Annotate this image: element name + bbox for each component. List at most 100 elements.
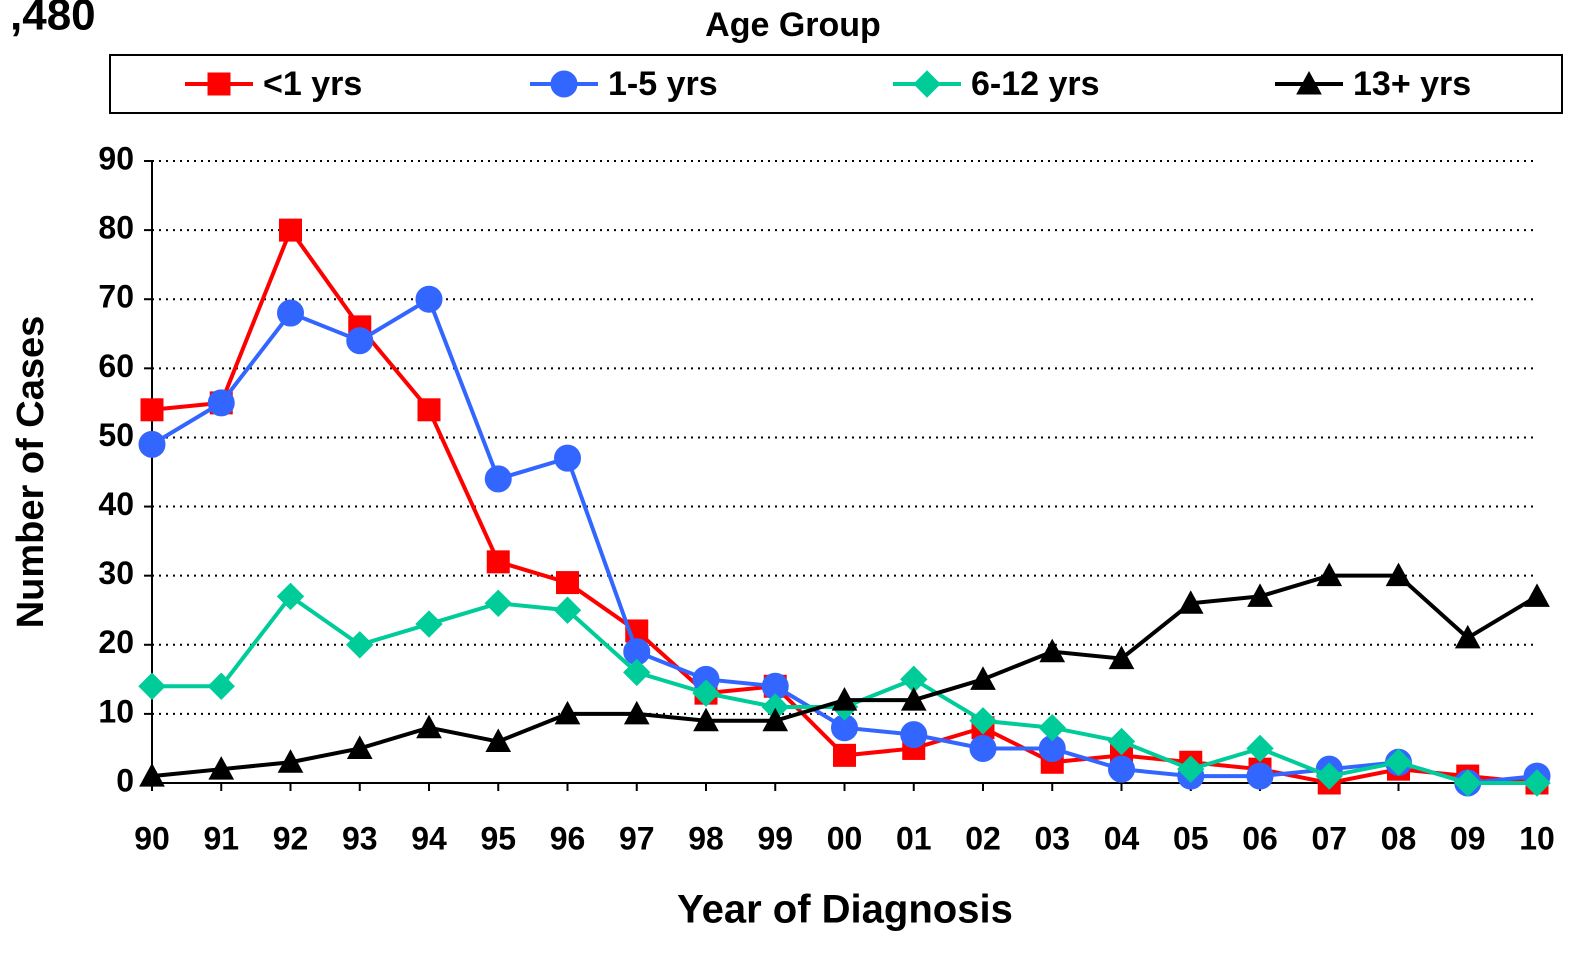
- marker: [207, 389, 235, 417]
- x-tick-label: 08: [1381, 820, 1417, 856]
- marker: [208, 756, 235, 780]
- x-tick-label: 06: [1242, 820, 1278, 856]
- marker: [485, 728, 512, 753]
- marker: [692, 679, 720, 707]
- marker: [1454, 769, 1482, 797]
- y-tick-label: 70: [98, 279, 134, 315]
- marker: [207, 72, 231, 96]
- y-axis-title: Number of Cases: [10, 316, 52, 629]
- legend-label: 1-5 yrs: [608, 65, 718, 103]
- marker: [1039, 638, 1066, 663]
- marker: [1316, 562, 1343, 587]
- marker: [1246, 734, 1274, 763]
- marker: [138, 672, 166, 700]
- y-tick-label: 80: [98, 210, 134, 246]
- marker: [900, 687, 927, 711]
- marker: [969, 707, 997, 735]
- marker: [140, 398, 164, 422]
- marker: [1038, 714, 1066, 742]
- marker: [969, 734, 997, 762]
- x-tick-label: 91: [203, 820, 239, 856]
- y-tick-label: 60: [98, 348, 134, 384]
- y-tick-label: 30: [98, 555, 134, 591]
- marker: [277, 749, 304, 773]
- marker: [346, 735, 373, 759]
- marker: [623, 700, 650, 725]
- marker: [1246, 762, 1274, 790]
- x-tick-label: 99: [757, 820, 793, 856]
- marker: [484, 465, 512, 493]
- marker: [900, 721, 928, 749]
- marker: [1454, 624, 1481, 649]
- x-tick-label: 94: [411, 820, 447, 856]
- marker: [415, 285, 443, 313]
- marker: [1315, 762, 1343, 790]
- marker: [833, 743, 856, 767]
- marker: [693, 707, 719, 732]
- legend-label: 6-12 yrs: [971, 65, 1100, 103]
- legend-title: Age Group: [705, 6, 881, 44]
- marker: [1247, 583, 1273, 607]
- x-tick-label: 96: [550, 820, 586, 856]
- marker: [417, 398, 441, 422]
- y-tick-label: 10: [98, 693, 134, 729]
- marker: [1296, 70, 1322, 95]
- marker: [138, 430, 166, 458]
- marker: [1177, 755, 1205, 783]
- marker: [139, 763, 165, 787]
- marker: [346, 631, 374, 659]
- marker: [486, 550, 510, 574]
- y-tick-label: 50: [98, 417, 134, 453]
- marker: [1523, 769, 1551, 797]
- marker: [279, 218, 302, 242]
- y-tick-label: 20: [98, 624, 134, 660]
- x-tick-label: 02: [965, 820, 1001, 856]
- marker: [550, 70, 578, 98]
- marker: [762, 707, 789, 732]
- marker: [1385, 562, 1412, 587]
- x-tick-label: 95: [480, 820, 516, 856]
- x-tick-label: 00: [827, 820, 863, 856]
- marker: [554, 700, 581, 725]
- x-tick-label: 93: [342, 820, 378, 856]
- marker: [207, 672, 235, 700]
- x-tick-label: 05: [1173, 820, 1209, 856]
- legend-label: 13+ yrs: [1353, 65, 1471, 103]
- marker: [913, 70, 941, 98]
- x-tick-label: 92: [273, 820, 309, 856]
- marker: [1108, 645, 1135, 670]
- marker: [831, 687, 858, 711]
- marker: [416, 714, 442, 739]
- x-tick-label: 97: [619, 820, 655, 856]
- marker: [970, 666, 996, 690]
- x-tick-label: 04: [1104, 820, 1140, 856]
- marker: [1108, 755, 1135, 783]
- y-tick-label: 90: [98, 140, 134, 176]
- x-tick-label: 01: [896, 820, 932, 856]
- y-tick-label: 40: [98, 486, 134, 522]
- marker: [1524, 583, 1550, 607]
- marker: [277, 299, 304, 327]
- x-tick-label: 07: [1311, 820, 1347, 856]
- x-tick-label: 98: [688, 820, 724, 856]
- x-axis-title: Year of Diagnosis: [677, 888, 1013, 932]
- marker: [553, 596, 582, 624]
- marker: [556, 571, 579, 595]
- marker: [484, 589, 512, 618]
- x-tick-label: 10: [1519, 820, 1555, 856]
- x-tick-label: 09: [1450, 820, 1486, 856]
- marker: [346, 327, 374, 355]
- x-tick-label: 03: [1034, 820, 1070, 856]
- marker: [554, 444, 581, 472]
- marker: [1177, 590, 1204, 614]
- annotation: ,480: [10, 0, 96, 40]
- marker: [415, 610, 443, 638]
- x-tick-label: 90: [134, 820, 170, 856]
- marker: [623, 658, 651, 687]
- legend-label: <1 yrs: [263, 65, 362, 103]
- marker: [276, 582, 305, 611]
- y-tick-label: 0: [116, 762, 134, 798]
- marker: [1107, 727, 1136, 756]
- marker: [1384, 748, 1413, 776]
